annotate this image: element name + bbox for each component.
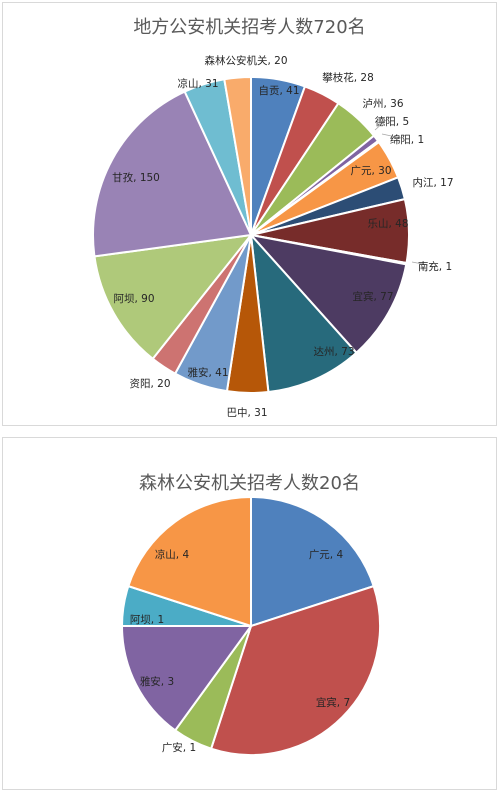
pie-slice-达州	[249, 232, 358, 394]
pie-slice-甘孜	[92, 90, 253, 258]
data-label-凉山: 凉山, 31	[177, 77, 218, 90]
chart-panel-forest-police: 森林公安机关招考人数20名 广元, 4 宜宾, 7 广安, 1 雅安, 3 阿坝, 1 凉…	[2, 437, 497, 790]
pie-slice-森林公安机关	[223, 75, 252, 236]
data-label-甘孜: 甘孜, 150	[112, 171, 160, 184]
leader-line-绵阳	[381, 133, 402, 139]
data-label-巴中: 巴中, 31	[226, 406, 267, 419]
pie-slice-宜宾	[209, 584, 381, 756]
chart-panel-local-police: 地方公安机关招考人数720名 自贡, 41 攀枝花, 28 泸州, 36 德阳, 5 绵…	[2, 2, 497, 426]
data-label-资阳: 资阳, 20	[129, 378, 170, 390]
data-label-广安: 广安, 1	[162, 741, 196, 754]
leader-line-德阳	[374, 119, 387, 131]
data-label-雅安: 雅安, 41	[187, 366, 228, 379]
pie-chart-local-police: 自贡, 41 攀枝花, 28 泸州, 36 德阳, 5 绵阳, 1 广元, 30 内江, 1…	[92, 54, 454, 419]
pie-chart-forest-police: 广元, 4 宜宾, 7 广安, 1 雅安, 3 阿坝, 1 凉山, 4	[120, 495, 381, 756]
pie-slice-广元	[250, 495, 375, 628]
data-label-达州: 达州, 73	[313, 346, 354, 358]
data-label-泸州: 泸州, 36	[362, 98, 403, 110]
data-label-内江: 内江, 17	[412, 176, 453, 189]
data-label-南充: 南充, 1	[418, 260, 452, 273]
chart-title: 森林公安机关招考人数20名	[139, 473, 360, 494]
data-label-森林公安机关: 森林公安机关, 20	[204, 54, 287, 67]
data-label-阿坝: 阿坝, 1	[130, 613, 164, 626]
leader-line-南充	[411, 261, 429, 266]
data-label-宜宾: 宜宾, 7	[316, 696, 350, 709]
pie-slice-雅安	[120, 625, 253, 732]
data-label-自贡: 自贡, 41	[258, 84, 299, 97]
data-label-乐山: 乐山, 48	[367, 218, 408, 230]
pie-slice-凉山	[127, 495, 252, 628]
data-label-攀枝花: 攀枝花, 28	[322, 71, 374, 84]
data-label-广元: 广元, 30	[350, 165, 391, 177]
data-label-凉山: 凉山, 4	[155, 548, 190, 561]
pie-slice-阿坝	[93, 233, 254, 361]
data-label-德阳: 德阳, 5	[375, 115, 409, 128]
data-label-雅安: 雅安, 3	[140, 675, 174, 688]
data-label-绵阳: 绵阳, 1	[390, 133, 424, 146]
data-label-宜宾: 宜宾, 77	[352, 290, 393, 303]
chart-title: 地方公安机关招考人数720名	[133, 17, 366, 38]
data-label-广元: 广元, 4	[309, 549, 344, 561]
pie-slice-宜宾	[248, 233, 408, 355]
data-label-阿坝: 阿坝, 90	[113, 292, 154, 305]
